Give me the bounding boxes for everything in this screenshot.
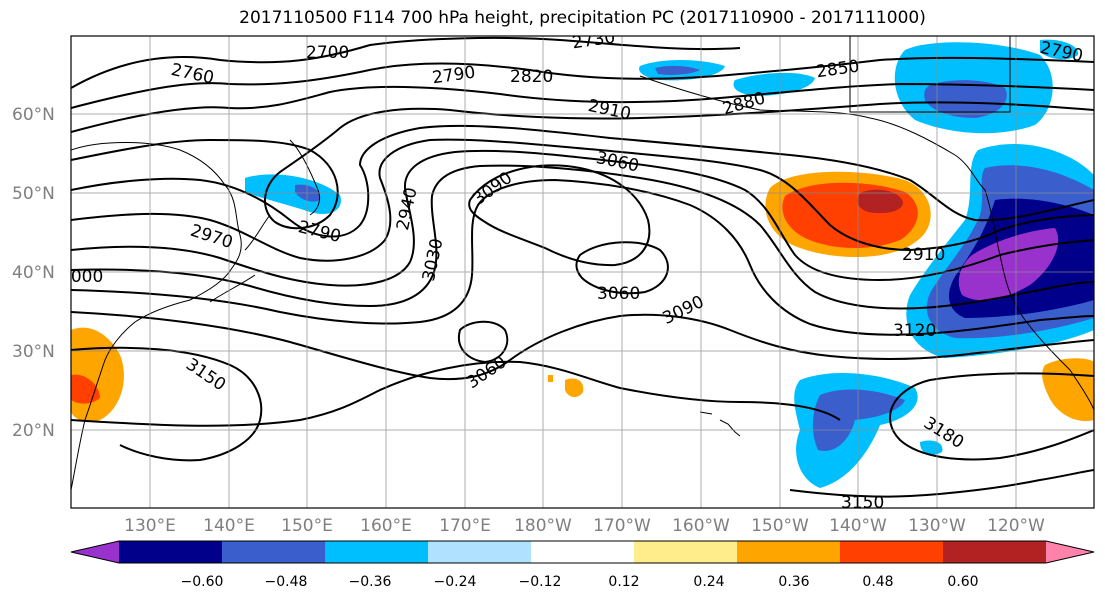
colorbar-extend-min xyxy=(71,541,119,563)
lon-tick-label: 140°W xyxy=(829,516,887,536)
colorbar xyxy=(70,540,1095,564)
colorbar-segment xyxy=(222,541,326,563)
graticule xyxy=(71,36,1094,508)
lon-tick-label: 160°E xyxy=(360,516,412,536)
coast-kamchatka xyxy=(289,139,321,216)
coast-hawaii xyxy=(699,411,741,437)
lon-tick-label: 130°E xyxy=(124,516,176,536)
colorbar-extend-max xyxy=(1046,541,1094,563)
contour-label: 3060 xyxy=(597,284,640,304)
contour-label: 3000 xyxy=(60,267,103,287)
colorbar-tick-label: −0.24 xyxy=(434,574,477,590)
colorbar-tick-label: 0.48 xyxy=(862,574,893,590)
lat-tick-label: 30°N xyxy=(12,342,55,362)
colorbar-segment xyxy=(840,541,944,563)
colorbar-segment xyxy=(634,541,738,563)
colorbar-segment xyxy=(428,541,532,563)
lon-tick-label: 170°E xyxy=(439,516,491,536)
lon-tick-label: 120°W xyxy=(987,516,1045,536)
contour-label: 3150 xyxy=(841,493,884,513)
lon-tick-label: 130°W xyxy=(908,516,966,536)
colorbar-tick-label: −0.48 xyxy=(265,574,308,590)
lat-axis: 60°N 50°N 40°N 30°N 20°N xyxy=(12,105,55,441)
colorbar-tick-label: 0.60 xyxy=(947,574,978,590)
colorbar-segment xyxy=(119,541,223,563)
lon-tick-label: 150°W xyxy=(751,516,809,536)
contour-label: 3120 xyxy=(893,321,936,341)
colorbar-tick-label: −0.60 xyxy=(181,574,224,590)
colorbar-tick-label: −0.36 xyxy=(349,574,392,590)
lon-tick-label: 170°W xyxy=(593,516,651,536)
lat-tick-label: 50°N xyxy=(12,184,55,204)
coast-asia xyxy=(71,142,242,491)
colorbar-outline xyxy=(70,540,1095,564)
lat-tick-label: 40°N xyxy=(12,263,55,283)
height-contours xyxy=(71,36,1094,498)
contour-label: 2700 xyxy=(306,43,349,63)
lon-axis: 130°E 140°E 150°E 160°E 170°E 180°W 170°… xyxy=(124,516,1045,536)
colorbar-segment xyxy=(325,541,429,563)
colorbar-segment xyxy=(531,541,635,563)
lon-tick-label: 140°E xyxy=(203,516,255,536)
coast-north-america xyxy=(984,189,1094,411)
colorbar-segment xyxy=(737,541,841,563)
lon-tick-label: 160°W xyxy=(672,516,730,536)
lat-tick-label: 20°N xyxy=(12,421,55,441)
colorbar-tick-label: 0.36 xyxy=(778,574,809,590)
lon-tick-label: 150°E xyxy=(281,516,333,536)
contour-label: 2910 xyxy=(902,245,945,265)
colorbar-tick-label: 0.12 xyxy=(608,574,639,590)
colorbar-tick-label: −0.12 xyxy=(519,574,562,590)
colorbar-segment xyxy=(943,541,1047,563)
plot-title: 2017110500 F114 700 hPa height, precipit… xyxy=(239,8,926,28)
lat-tick-label: 60°N xyxy=(12,105,55,125)
lon-tick-label: 180°W xyxy=(514,516,572,536)
map-frame xyxy=(70,35,1095,509)
colorbar-tick-label: 0.24 xyxy=(693,574,724,590)
colorbar-ticks: −0.60 −0.48 −0.36 −0.24 −0.12 0.12 0.24 … xyxy=(181,574,979,590)
contour-label: 2820 xyxy=(510,67,553,87)
